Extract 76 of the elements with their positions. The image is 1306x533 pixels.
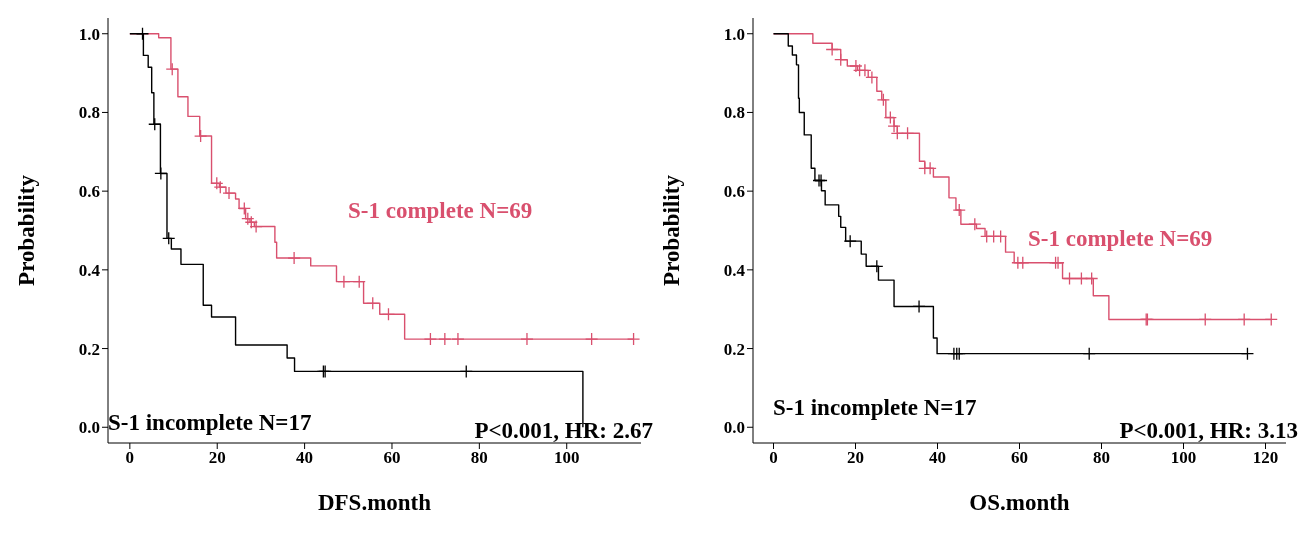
y-tick-label: 0.4 [78, 260, 101, 280]
y-tick-label: 1.0 [78, 24, 100, 44]
point [584, 332, 599, 346]
point [952, 203, 966, 217]
point [520, 332, 534, 346]
y-axis-title: Probability [659, 174, 685, 286]
x-tick-label: 120 [1252, 448, 1279, 468]
point [210, 176, 224, 190]
point [193, 129, 208, 143]
x-tick-label: 20 [847, 448, 864, 468]
x-tick-label: 0 [769, 448, 778, 468]
x-tick-label: 40 [929, 448, 946, 468]
x-axis-title: DFS.month [317, 490, 432, 515]
point [165, 62, 179, 76]
x-tick-label: 100 [553, 448, 580, 468]
point [154, 166, 168, 181]
point [900, 126, 915, 140]
y-axis-title: Probability [14, 174, 40, 286]
point [1062, 271, 1077, 286]
annotation: P<0.001, HR: 3.13 [1119, 418, 1298, 444]
x-tick-label: 60 [383, 448, 401, 468]
point [459, 364, 473, 379]
x-axis-title: OS.month [969, 490, 1070, 515]
x-tick-label: 40 [296, 448, 314, 468]
point [1074, 271, 1089, 286]
point [438, 332, 452, 346]
y-tick-label: 0.2 [723, 339, 745, 359]
x-tick-label: 20 [208, 448, 226, 468]
y-tick-label: 0.6 [78, 182, 100, 202]
point [162, 231, 176, 246]
y-tick-label: 0.2 [78, 339, 100, 359]
series-label: S-1 complete N=69 [348, 198, 533, 224]
x-tick-label: 100 [1170, 448, 1197, 468]
point [451, 332, 465, 346]
point [849, 59, 863, 73]
point [993, 229, 1008, 244]
point [834, 53, 848, 67]
point [1237, 312, 1251, 327]
y-tick-label: 0.0 [78, 418, 100, 438]
x-tick-label: 60 [1011, 448, 1028, 468]
point [1082, 347, 1096, 361]
series-label: S-1 complete N=69 [1028, 226, 1213, 252]
x-tick-label: 80 [1093, 448, 1110, 468]
point [843, 234, 857, 248]
y-tick-label: 0.4 [723, 260, 746, 280]
point [148, 117, 162, 131]
series-label: S-1 incomplete N=17 [773, 395, 977, 421]
y-tick-label: 0.6 [723, 182, 745, 202]
point [352, 275, 366, 289]
point [1016, 256, 1030, 270]
point [1198, 312, 1212, 327]
point [1085, 271, 1099, 286]
x-tick-label: 80 [470, 448, 488, 468]
point [870, 259, 884, 273]
point [423, 332, 438, 346]
y-tick-label: 1.0 [723, 24, 745, 44]
point [912, 299, 926, 314]
point [237, 201, 251, 216]
y-tick-label: 0.0 [723, 418, 745, 438]
point [366, 296, 380, 310]
point [1240, 347, 1255, 361]
point [381, 307, 396, 321]
point [968, 217, 982, 231]
point [287, 251, 301, 265]
y-tick-label: 0.8 [78, 103, 100, 123]
y-tick-label: 0.8 [723, 103, 745, 123]
point [626, 332, 641, 346]
point [337, 275, 351, 289]
point [876, 93, 891, 107]
point [825, 42, 839, 57]
point [1264, 312, 1278, 327]
annotation: P<0.001, HR: 2.67 [474, 418, 653, 444]
point [135, 27, 150, 41]
x-tick-label: 0 [125, 448, 135, 468]
series-label: S-1 incomplete N=17 [108, 410, 312, 436]
point [883, 110, 897, 125]
